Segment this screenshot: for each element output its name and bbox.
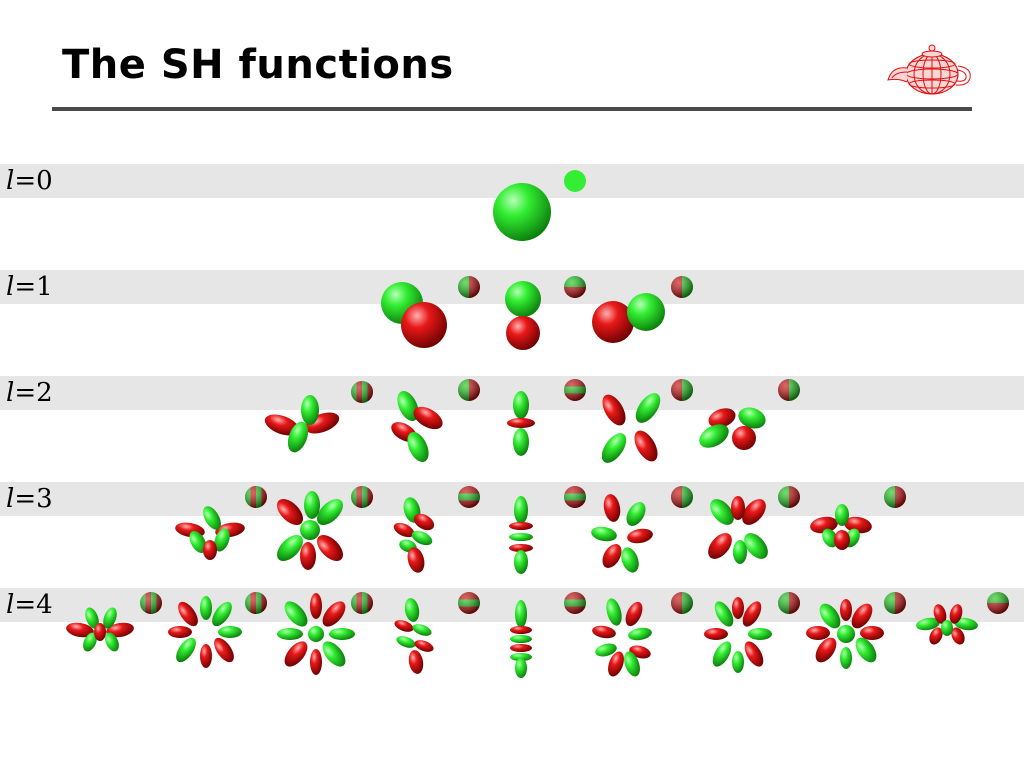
- sh-l1-m1: [592, 276, 693, 343]
- sh-l1-m-1: [381, 276, 480, 348]
- sh-l3-m2: [708, 486, 800, 564]
- row-band-l3: [0, 482, 1024, 516]
- row-label-l3: l=3: [6, 484, 53, 514]
- sh-l4-m3: [806, 592, 906, 669]
- sh-l3-m3: [810, 486, 906, 550]
- sh-l4-m4: [916, 592, 1009, 645]
- row-label-l1: l=1: [6, 272, 53, 302]
- sh-l4-m2: [704, 592, 800, 673]
- sh-l2-m-2: [264, 381, 373, 453]
- sh-l3-m0: [509, 486, 586, 574]
- title-divider: [52, 107, 972, 111]
- sh-l2-m-1: [391, 379, 480, 462]
- sh-function-grid: [66, 170, 1009, 678]
- sh-l2-m0: [507, 379, 586, 456]
- sh-l4-m-2: [277, 592, 373, 675]
- wireframe-teapot-icon: [887, 44, 971, 95]
- slide-title: The SH functions: [62, 42, 454, 88]
- sh-l3-m-2: [277, 486, 373, 570]
- sh-l4-m-3: [168, 592, 267, 668]
- sh-l3-m-3: [175, 486, 267, 560]
- sh-l3-m-1: [393, 486, 480, 573]
- sh-l4-m-4: [66, 592, 162, 652]
- row-label-l0: l=0: [6, 166, 53, 196]
- sh-l3-m1: [591, 486, 693, 573]
- sh-l2-m1: [601, 379, 693, 463]
- sh-l4-m1: [592, 592, 693, 677]
- sh-l4-m0: [510, 592, 586, 678]
- row-band-l2: [0, 376, 1024, 410]
- row-label-l2: l=2: [6, 378, 53, 408]
- sh-l2-m2: [699, 379, 800, 450]
- sh-l1-m0: [505, 276, 586, 350]
- row-label-l4: l=4: [6, 590, 53, 620]
- sh-l0-m0: [493, 170, 586, 241]
- sh-l4-m-1: [394, 592, 480, 674]
